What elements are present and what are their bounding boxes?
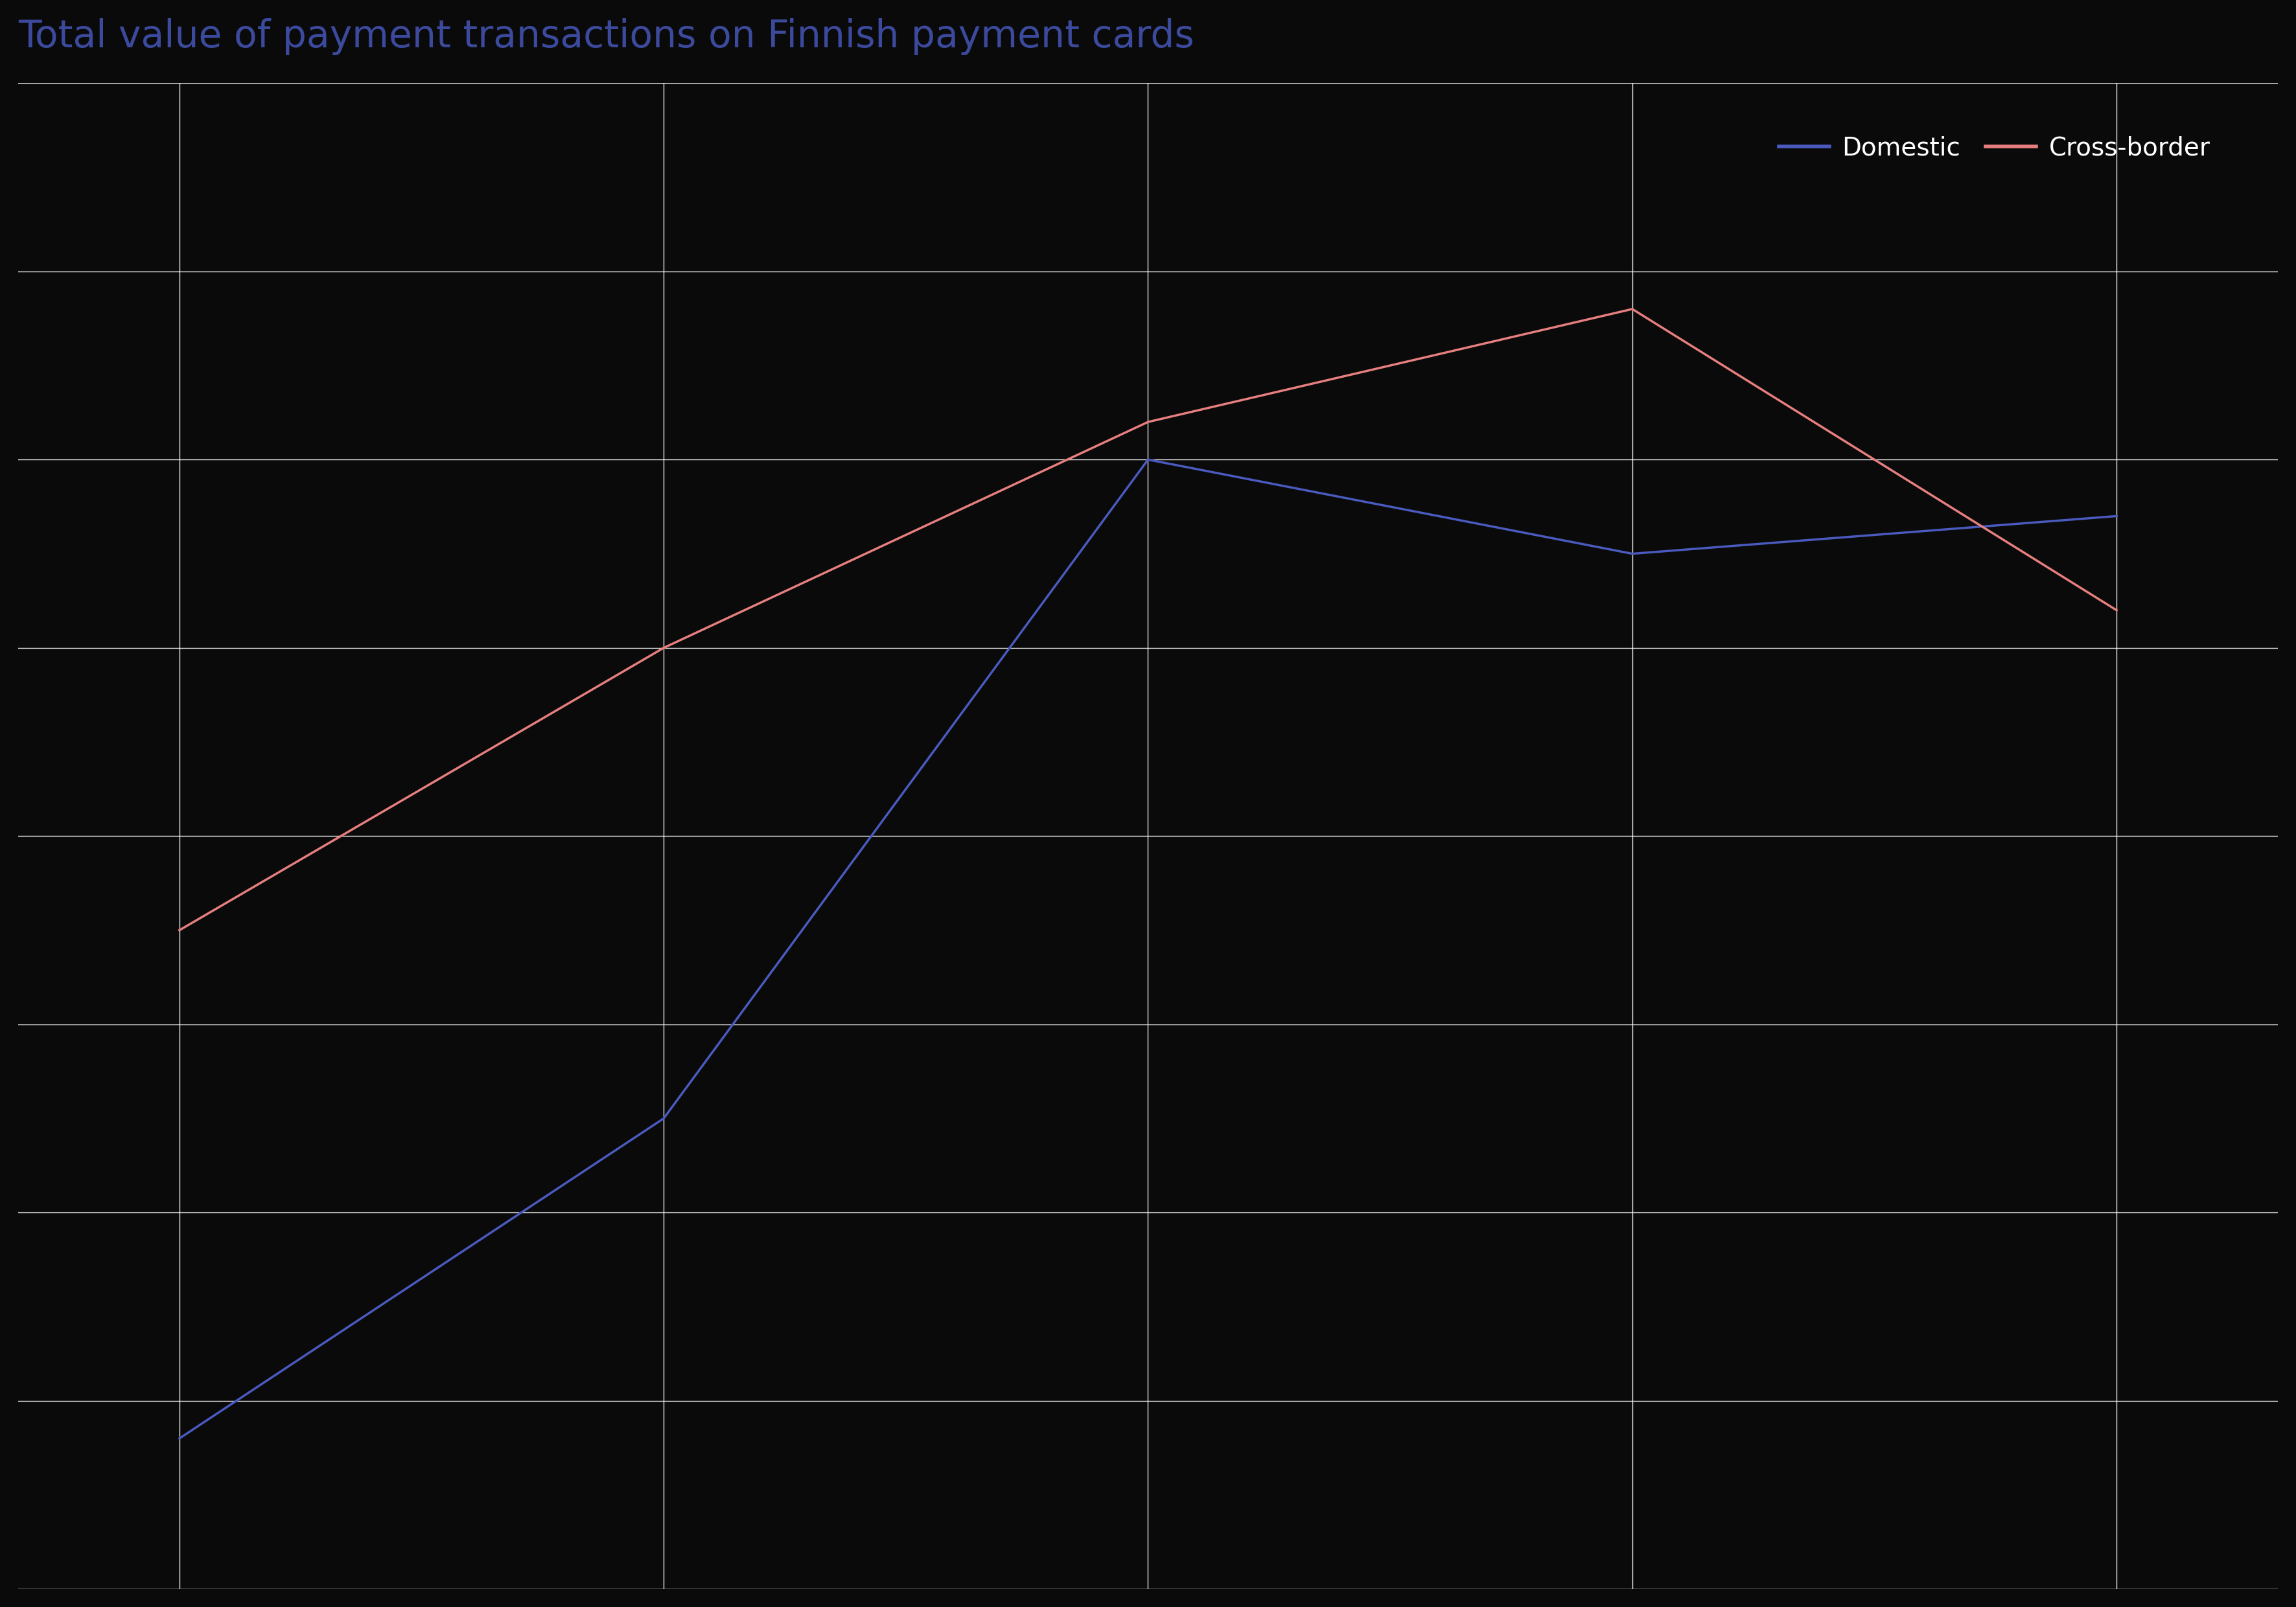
Legend: Domestic, Cross-border: Domestic, Cross-border <box>1768 125 2220 170</box>
Text: Total value of payment transactions on Finnish payment cards: Total value of payment transactions on F… <box>18 18 1194 55</box>
